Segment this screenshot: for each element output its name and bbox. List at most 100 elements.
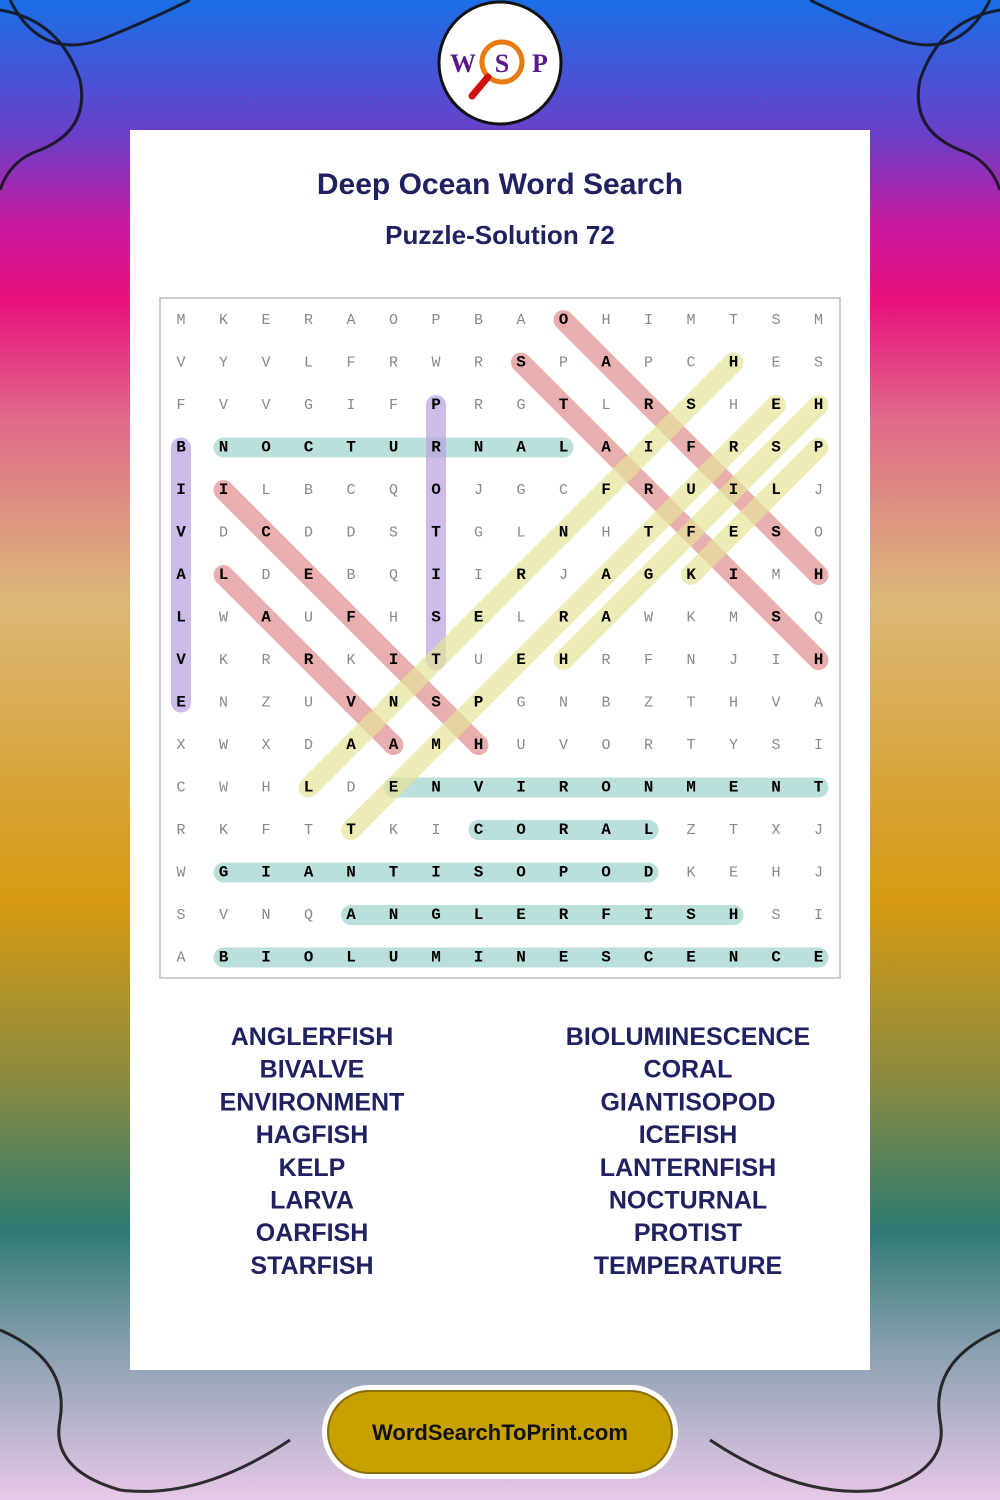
grid-letter: J	[729, 652, 738, 669]
grid-letter: T	[729, 312, 738, 329]
grid-letter: H	[474, 736, 484, 754]
grid-letter: I	[346, 397, 355, 414]
word: TEMPERATURE	[594, 1252, 782, 1280]
grid-letter: M	[686, 312, 695, 329]
grid-letter: I	[261, 949, 271, 967]
word: ENVIRONMENT	[220, 1088, 405, 1116]
logo-letter: S	[495, 49, 509, 78]
grid-letter: W	[219, 737, 228, 754]
grid-letter: I	[516, 779, 526, 797]
grid-letter: N	[516, 949, 526, 967]
highlight	[681, 437, 829, 585]
word-list: ANGLERFISH BIVALVE ENVIRONMENT HAGFISH KELP L…	[220, 1023, 811, 1280]
grid-letter: L	[771, 481, 781, 499]
grid-letter: O	[601, 779, 611, 797]
grid-letter: L	[304, 779, 314, 797]
grid-letter: P	[431, 396, 441, 414]
grid-letter: E	[771, 354, 780, 371]
grid-letter: T	[346, 821, 356, 839]
grid-letter: P	[474, 694, 484, 712]
grid-letter: I	[771, 652, 780, 669]
grid-letter: A	[516, 439, 526, 457]
grid-letter: R	[474, 397, 483, 414]
grid-letter: V	[261, 397, 270, 414]
grid-letter: D	[346, 779, 355, 796]
grid-letter: R	[304, 312, 313, 329]
grid-letter: W	[176, 864, 185, 881]
grid-letter: I	[389, 651, 399, 669]
grid-letter: Q	[389, 482, 398, 499]
grid-letter: H	[814, 651, 824, 669]
grid-letter: S	[431, 609, 441, 627]
grid-letter: I	[474, 949, 484, 967]
grid-letter: N	[559, 524, 569, 542]
grid-letter: L	[516, 524, 525, 541]
grid-letter: S	[771, 439, 781, 457]
grid-letter: A	[601, 566, 611, 584]
grid-letter: S	[431, 694, 441, 712]
grid-letter: T	[686, 737, 695, 754]
grid-letter: R	[601, 652, 610, 669]
grid-letter: O	[304, 949, 314, 967]
grid-letter: G	[516, 397, 525, 414]
grid-letter: B	[601, 694, 610, 711]
grid-letter: I	[729, 566, 739, 584]
grid-letter: E	[516, 651, 526, 669]
grid-letter: J	[814, 864, 823, 881]
grid-letter: W	[644, 609, 653, 626]
grid-letter: X	[771, 822, 780, 839]
grid-letter: R	[389, 354, 398, 371]
grid-letter: S	[771, 312, 780, 329]
grid-letter: G	[644, 566, 654, 584]
word: ANGLERFISH	[231, 1023, 394, 1051]
word: ICEFISH	[639, 1121, 738, 1149]
grid-letter: N	[346, 864, 356, 882]
grid-letter: I	[431, 566, 441, 584]
grid-letter: H	[559, 651, 569, 669]
word: LARVA	[270, 1187, 354, 1215]
highlight	[341, 395, 786, 840]
grid-letter: V	[176, 354, 185, 371]
grid-letter: E	[389, 779, 399, 797]
card	[130, 130, 870, 1370]
grid-letter: T	[814, 779, 824, 797]
grid-letter: E	[176, 694, 186, 712]
grid-letter: T	[559, 396, 569, 414]
grid-letter: O	[601, 737, 610, 754]
grid-letter: A	[346, 906, 356, 924]
grid-letter: Y	[729, 737, 738, 754]
grid-letter: R	[729, 439, 739, 457]
grid-letter: E	[686, 949, 696, 967]
grid-letter: V	[176, 651, 186, 669]
grid-letter: H	[729, 906, 739, 924]
grid-letter: L	[346, 949, 356, 967]
grid-letter: U	[389, 949, 399, 967]
grid-letter: N	[431, 779, 441, 797]
grid-letter: H	[814, 566, 824, 584]
grid-letter: A	[601, 821, 611, 839]
grid-letter: P	[644, 354, 653, 371]
grid-letter: R	[644, 737, 653, 754]
grid-letter: A	[601, 609, 611, 627]
grid-letter: C	[176, 779, 185, 796]
highlight	[213, 565, 404, 755]
grid-letter: N	[729, 949, 739, 967]
grid-letter: F	[686, 439, 696, 457]
grid-letter: N	[686, 652, 695, 669]
grid-letter: O	[261, 439, 271, 457]
grid-letter: Z	[261, 694, 270, 711]
logo	[437, 0, 563, 126]
grid-letter: E	[729, 864, 738, 881]
word: LANTERNFISH	[600, 1154, 776, 1182]
grid-letter: M	[814, 312, 823, 329]
highlights	[171, 310, 829, 968]
grid-letter: B	[176, 439, 186, 457]
grid-letter: R	[559, 821, 569, 839]
grid-letter: X	[261, 737, 270, 754]
grid-letter: U	[389, 439, 399, 457]
grid-letter: N	[389, 694, 399, 712]
grid-letter: R	[304, 651, 314, 669]
grid-letter: T	[346, 439, 356, 457]
grid-letter: Q	[814, 609, 823, 626]
grid-letter: S	[771, 737, 780, 754]
